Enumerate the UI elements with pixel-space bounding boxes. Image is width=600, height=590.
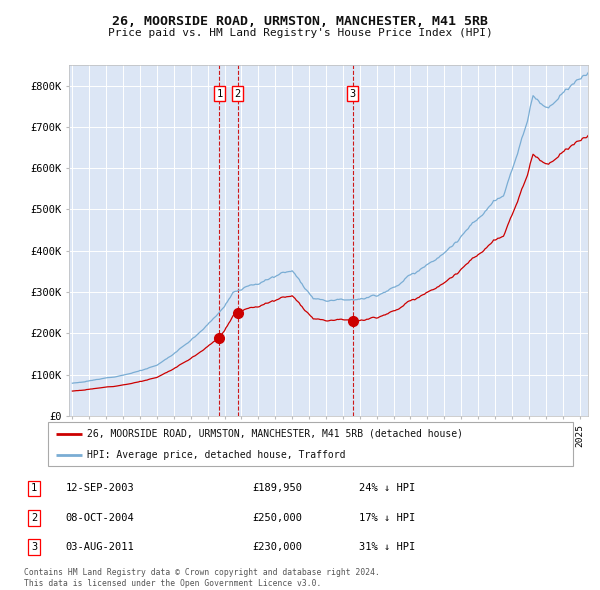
Text: 24% ↓ HPI: 24% ↓ HPI [359, 483, 415, 493]
Text: 3: 3 [31, 542, 37, 552]
Text: 1: 1 [31, 483, 37, 493]
Text: £250,000: £250,000 [253, 513, 303, 523]
Text: 03-AUG-2011: 03-AUG-2011 [66, 542, 134, 552]
Text: 26, MOORSIDE ROAD, URMSTON, MANCHESTER, M41 5RB (detached house): 26, MOORSIDE ROAD, URMSTON, MANCHESTER, … [88, 429, 463, 439]
Text: Price paid vs. HM Land Registry's House Price Index (HPI): Price paid vs. HM Land Registry's House … [107, 28, 493, 38]
Text: 17% ↓ HPI: 17% ↓ HPI [359, 513, 415, 523]
FancyBboxPatch shape [48, 422, 573, 466]
Text: HPI: Average price, detached house, Trafford: HPI: Average price, detached house, Traf… [88, 450, 346, 460]
Text: £230,000: £230,000 [253, 542, 303, 552]
Text: £189,950: £189,950 [253, 483, 303, 493]
Text: Contains HM Land Registry data © Crown copyright and database right 2024.: Contains HM Land Registry data © Crown c… [24, 568, 380, 576]
Text: This data is licensed under the Open Government Licence v3.0.: This data is licensed under the Open Gov… [24, 579, 322, 588]
Text: 2: 2 [31, 513, 37, 523]
Text: 12-SEP-2003: 12-SEP-2003 [66, 483, 134, 493]
Text: 2: 2 [235, 89, 241, 99]
Text: 1: 1 [217, 89, 223, 99]
Text: 26, MOORSIDE ROAD, URMSTON, MANCHESTER, M41 5RB: 26, MOORSIDE ROAD, URMSTON, MANCHESTER, … [112, 15, 488, 28]
Text: 08-OCT-2004: 08-OCT-2004 [66, 513, 134, 523]
Text: 3: 3 [350, 89, 356, 99]
Text: 31% ↓ HPI: 31% ↓ HPI [359, 542, 415, 552]
